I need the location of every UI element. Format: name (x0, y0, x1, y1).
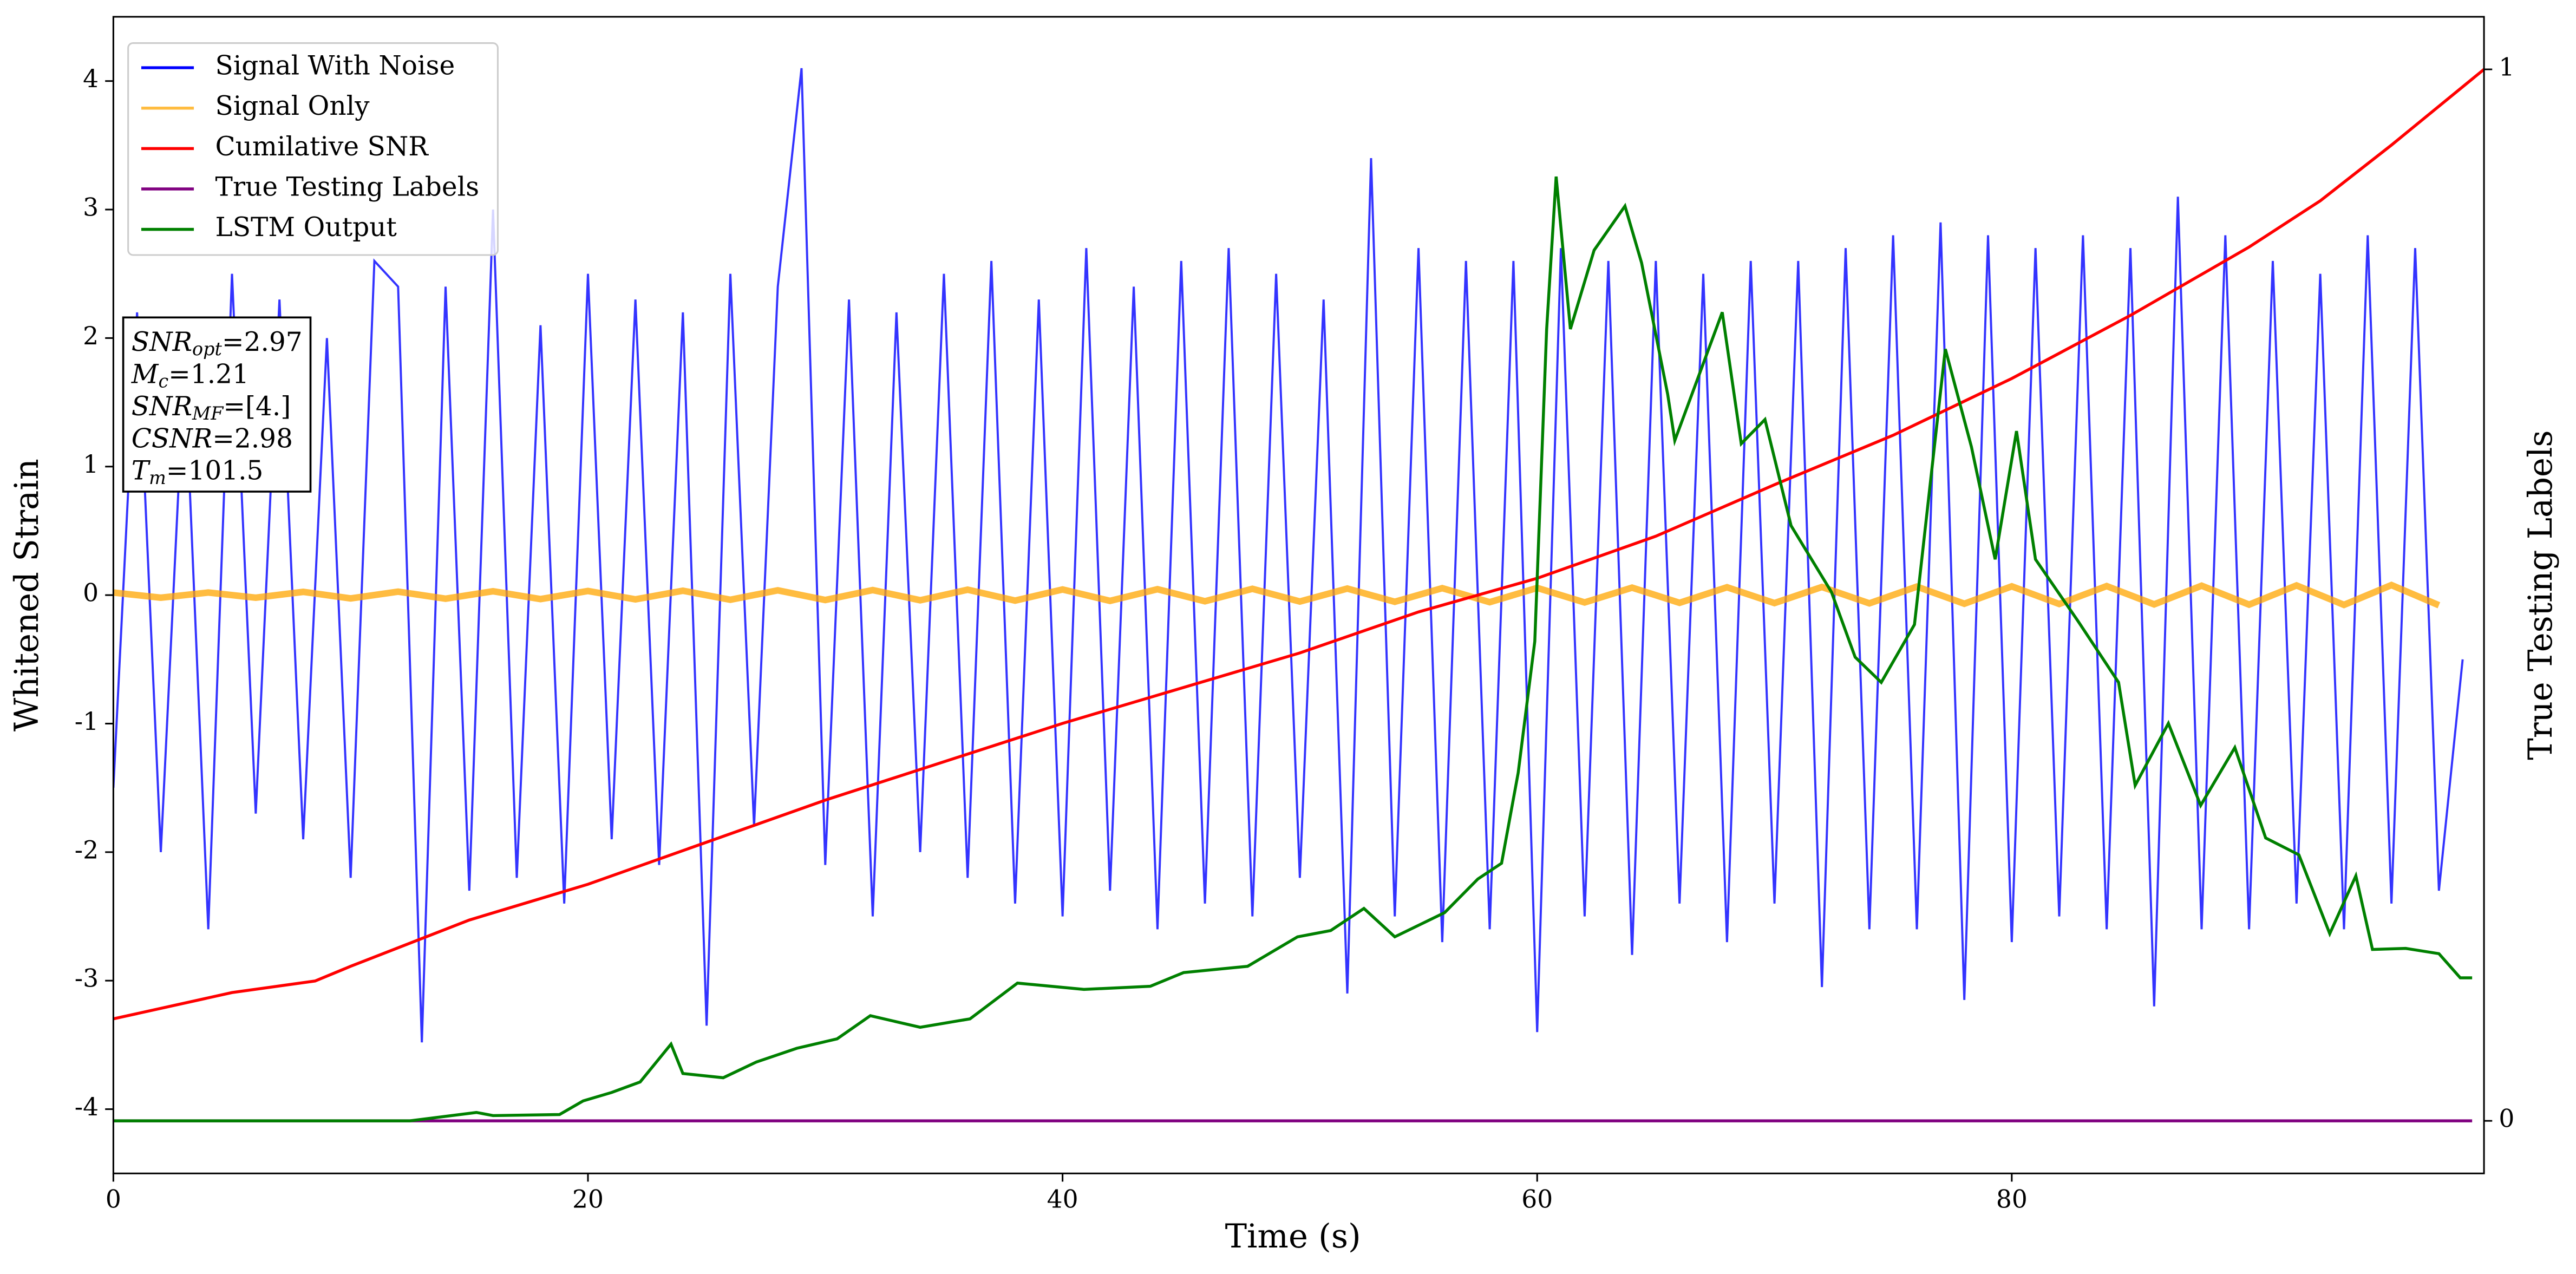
annotation-symbol: CSNR (132, 423, 212, 454)
y-tick-label: -2 (75, 835, 99, 864)
x-axis-label: Time (s) (1225, 1218, 1361, 1256)
y-axis-label: Whitened Strain (8, 459, 46, 731)
annotation-line: SNRMF=[4.] (132, 391, 291, 424)
y2-axis-label: True Testing Labels (2522, 430, 2560, 760)
annotation-frame (122, 316, 312, 493)
annotation-value: =101.5 (166, 455, 264, 486)
y-tick-label: 4 (83, 64, 99, 93)
plot-area (113, 68, 2485, 1122)
legend-frame (127, 42, 499, 256)
x-tick-label: 40 (1047, 1185, 1078, 1213)
annotation-value: =2.98 (212, 423, 293, 454)
annotation-line: Tm=101.5 (132, 455, 264, 488)
annotation-subscript: c (158, 370, 168, 391)
series-line (113, 582, 2441, 609)
x-tick-label: 60 (1521, 1185, 1553, 1213)
annotation-value: =1.21 (168, 359, 249, 389)
legend-label: True Testing Labels (215, 172, 480, 202)
legend-label: Signal With Noise (215, 51, 455, 81)
annotation-subscript: m (149, 467, 166, 488)
annotation-subscript: MF (192, 403, 224, 424)
legend-label: Signal Only (215, 91, 370, 121)
series-line (113, 68, 2485, 1021)
annotation-symbol: SNR (132, 326, 192, 357)
x-tick-label: 80 (1996, 1185, 2028, 1213)
legend-label: LSTM Output (215, 212, 397, 243)
x-tick-label: 0 (106, 1185, 121, 1213)
y-tick-label: 1 (83, 450, 99, 479)
y-tick-label: -4 (75, 1093, 99, 1121)
y-tick-label: 2 (83, 322, 99, 350)
legend: Signal With Noise Signal Only Cumilative S… (127, 42, 499, 256)
y-tick-label: -1 (75, 707, 99, 736)
annotation-value: =2.97 (222, 326, 303, 357)
legend-label: Cumilative SNR (215, 132, 429, 162)
series-line (113, 68, 2464, 1043)
annotation-symbol: M (131, 359, 159, 389)
y-tick-label: -3 (75, 964, 99, 993)
annotation-line: Mc=1.21 (131, 359, 249, 392)
y2-tick-label: 0 (2499, 1105, 2514, 1133)
annotation-box: SNRopt=2.97Mc=1.21SNRMF=[4.]CSNR=2.98Tm=… (122, 316, 312, 493)
y2-tick-label: 1 (2499, 53, 2514, 82)
series-line (113, 176, 2473, 1122)
y-tick-label: 3 (83, 193, 99, 222)
annotation-value: =[4.] (223, 391, 291, 421)
annotation-line: CSNR=2.98 (132, 423, 293, 454)
annotation-symbol: T (132, 455, 151, 486)
annotation-symbol: SNR (132, 391, 192, 421)
annotation-subscript: opt (192, 338, 222, 360)
annotation-line: SNRopt=2.97 (132, 326, 303, 360)
y-tick-label: 0 (83, 579, 99, 607)
x-tick-label: 20 (572, 1185, 604, 1213)
